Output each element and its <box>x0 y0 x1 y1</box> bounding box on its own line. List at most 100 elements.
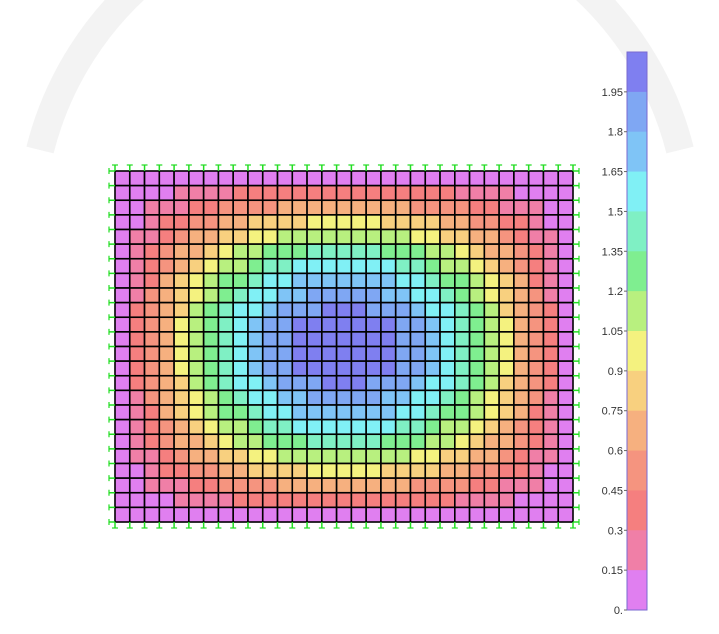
mesh-cell <box>365 243 382 260</box>
mesh-cell <box>483 433 500 450</box>
mesh-cell <box>350 301 367 319</box>
mesh-cell <box>158 243 175 260</box>
mesh-cell <box>483 184 500 202</box>
mesh-cell <box>424 170 441 187</box>
mesh-cell <box>188 506 205 523</box>
mesh-cell <box>527 272 545 289</box>
mesh-cell <box>247 418 264 436</box>
mesh-cell <box>365 301 382 319</box>
mesh-cell <box>232 184 249 202</box>
mesh-cell <box>513 506 530 523</box>
mesh-cell <box>247 257 264 275</box>
mesh-cell <box>424 404 441 421</box>
legend-band <box>627 171 647 212</box>
mesh-cell <box>557 448 574 465</box>
mesh-cell <box>188 184 205 202</box>
mesh-cell <box>424 360 441 377</box>
mesh-cell <box>143 374 161 392</box>
mesh-cell <box>557 389 574 406</box>
mesh-cell <box>483 214 500 231</box>
mesh-cell <box>173 228 190 245</box>
mesh-cell <box>424 199 441 216</box>
mesh-cell <box>247 389 264 406</box>
mesh-cell <box>380 418 397 436</box>
mesh-cell <box>261 506 279 523</box>
mesh-cell <box>527 345 545 362</box>
mesh-cell <box>498 418 515 436</box>
mesh-cell <box>498 374 515 392</box>
mesh-cell <box>454 374 471 392</box>
mesh-cell <box>483 170 500 187</box>
mesh-cell <box>173 301 190 319</box>
mesh-cell <box>527 404 545 421</box>
mesh-cell <box>513 228 530 245</box>
mesh-cell <box>306 184 323 202</box>
mesh-cell <box>321 287 338 304</box>
legend-tick-label: 0.9 <box>608 366 623 378</box>
mesh-cell <box>409 287 427 304</box>
mesh-cell <box>335 184 353 202</box>
mesh-cell <box>350 316 367 333</box>
mesh-cell <box>365 228 382 245</box>
mesh-cell <box>380 345 397 362</box>
mesh-cell <box>409 345 427 362</box>
mesh-cell <box>513 418 530 436</box>
mesh-cell <box>247 404 264 421</box>
mesh-cell <box>513 170 530 187</box>
mesh-cell <box>424 418 441 436</box>
mesh-cell <box>527 287 545 304</box>
mesh-cell <box>483 301 500 319</box>
legend-band <box>627 131 647 173</box>
mesh-cell <box>527 243 545 260</box>
mesh-cell <box>188 448 205 465</box>
mesh-cell <box>143 418 161 436</box>
mesh-cell <box>542 374 560 392</box>
mesh-cell <box>276 433 294 450</box>
mesh-cell <box>158 331 175 348</box>
mesh-cell <box>380 448 397 465</box>
mesh-cell <box>365 491 382 509</box>
mesh-cell <box>380 257 397 275</box>
mesh-cell <box>321 272 338 289</box>
mesh-cell <box>202 272 220 289</box>
mesh-cell <box>247 287 264 304</box>
mesh-cell <box>468 228 486 245</box>
legend-tick-label: 1.8 <box>608 127 623 139</box>
mesh-cell <box>454 433 471 450</box>
mesh-cell <box>261 477 279 494</box>
mesh-cell <box>439 374 456 392</box>
mesh-cell <box>114 184 131 202</box>
mesh-cell <box>306 214 323 231</box>
mesh-cell <box>350 374 367 392</box>
mesh-cell <box>217 287 234 304</box>
mesh-cell <box>542 301 560 319</box>
mesh-cell <box>261 243 279 260</box>
mesh-cell <box>173 506 190 523</box>
mesh-cell <box>217 301 234 319</box>
mesh-cell <box>335 316 353 333</box>
mesh-cell <box>409 389 427 406</box>
mesh-cell <box>335 228 353 245</box>
mesh-cell <box>394 243 412 260</box>
mesh-cell <box>409 404 427 421</box>
mesh-cell <box>321 170 338 187</box>
mesh-cell <box>335 404 353 421</box>
mesh-cell <box>247 199 264 216</box>
mesh-cell <box>217 433 234 450</box>
mesh-cell <box>365 477 382 494</box>
mesh-cell <box>276 404 294 421</box>
mesh-cell <box>276 243 294 260</box>
mesh-cell <box>188 170 205 187</box>
mesh-cell <box>557 491 574 509</box>
mesh-cell <box>306 287 323 304</box>
mesh-cell <box>232 331 249 348</box>
mesh-cell <box>454 491 471 509</box>
mesh-cell <box>261 228 279 245</box>
mesh-cell <box>158 360 175 377</box>
mesh-cell <box>306 199 323 216</box>
mesh-cell <box>321 389 338 406</box>
mesh-cell <box>335 345 353 362</box>
mesh-cell <box>557 506 574 523</box>
mesh-cell <box>365 184 382 202</box>
